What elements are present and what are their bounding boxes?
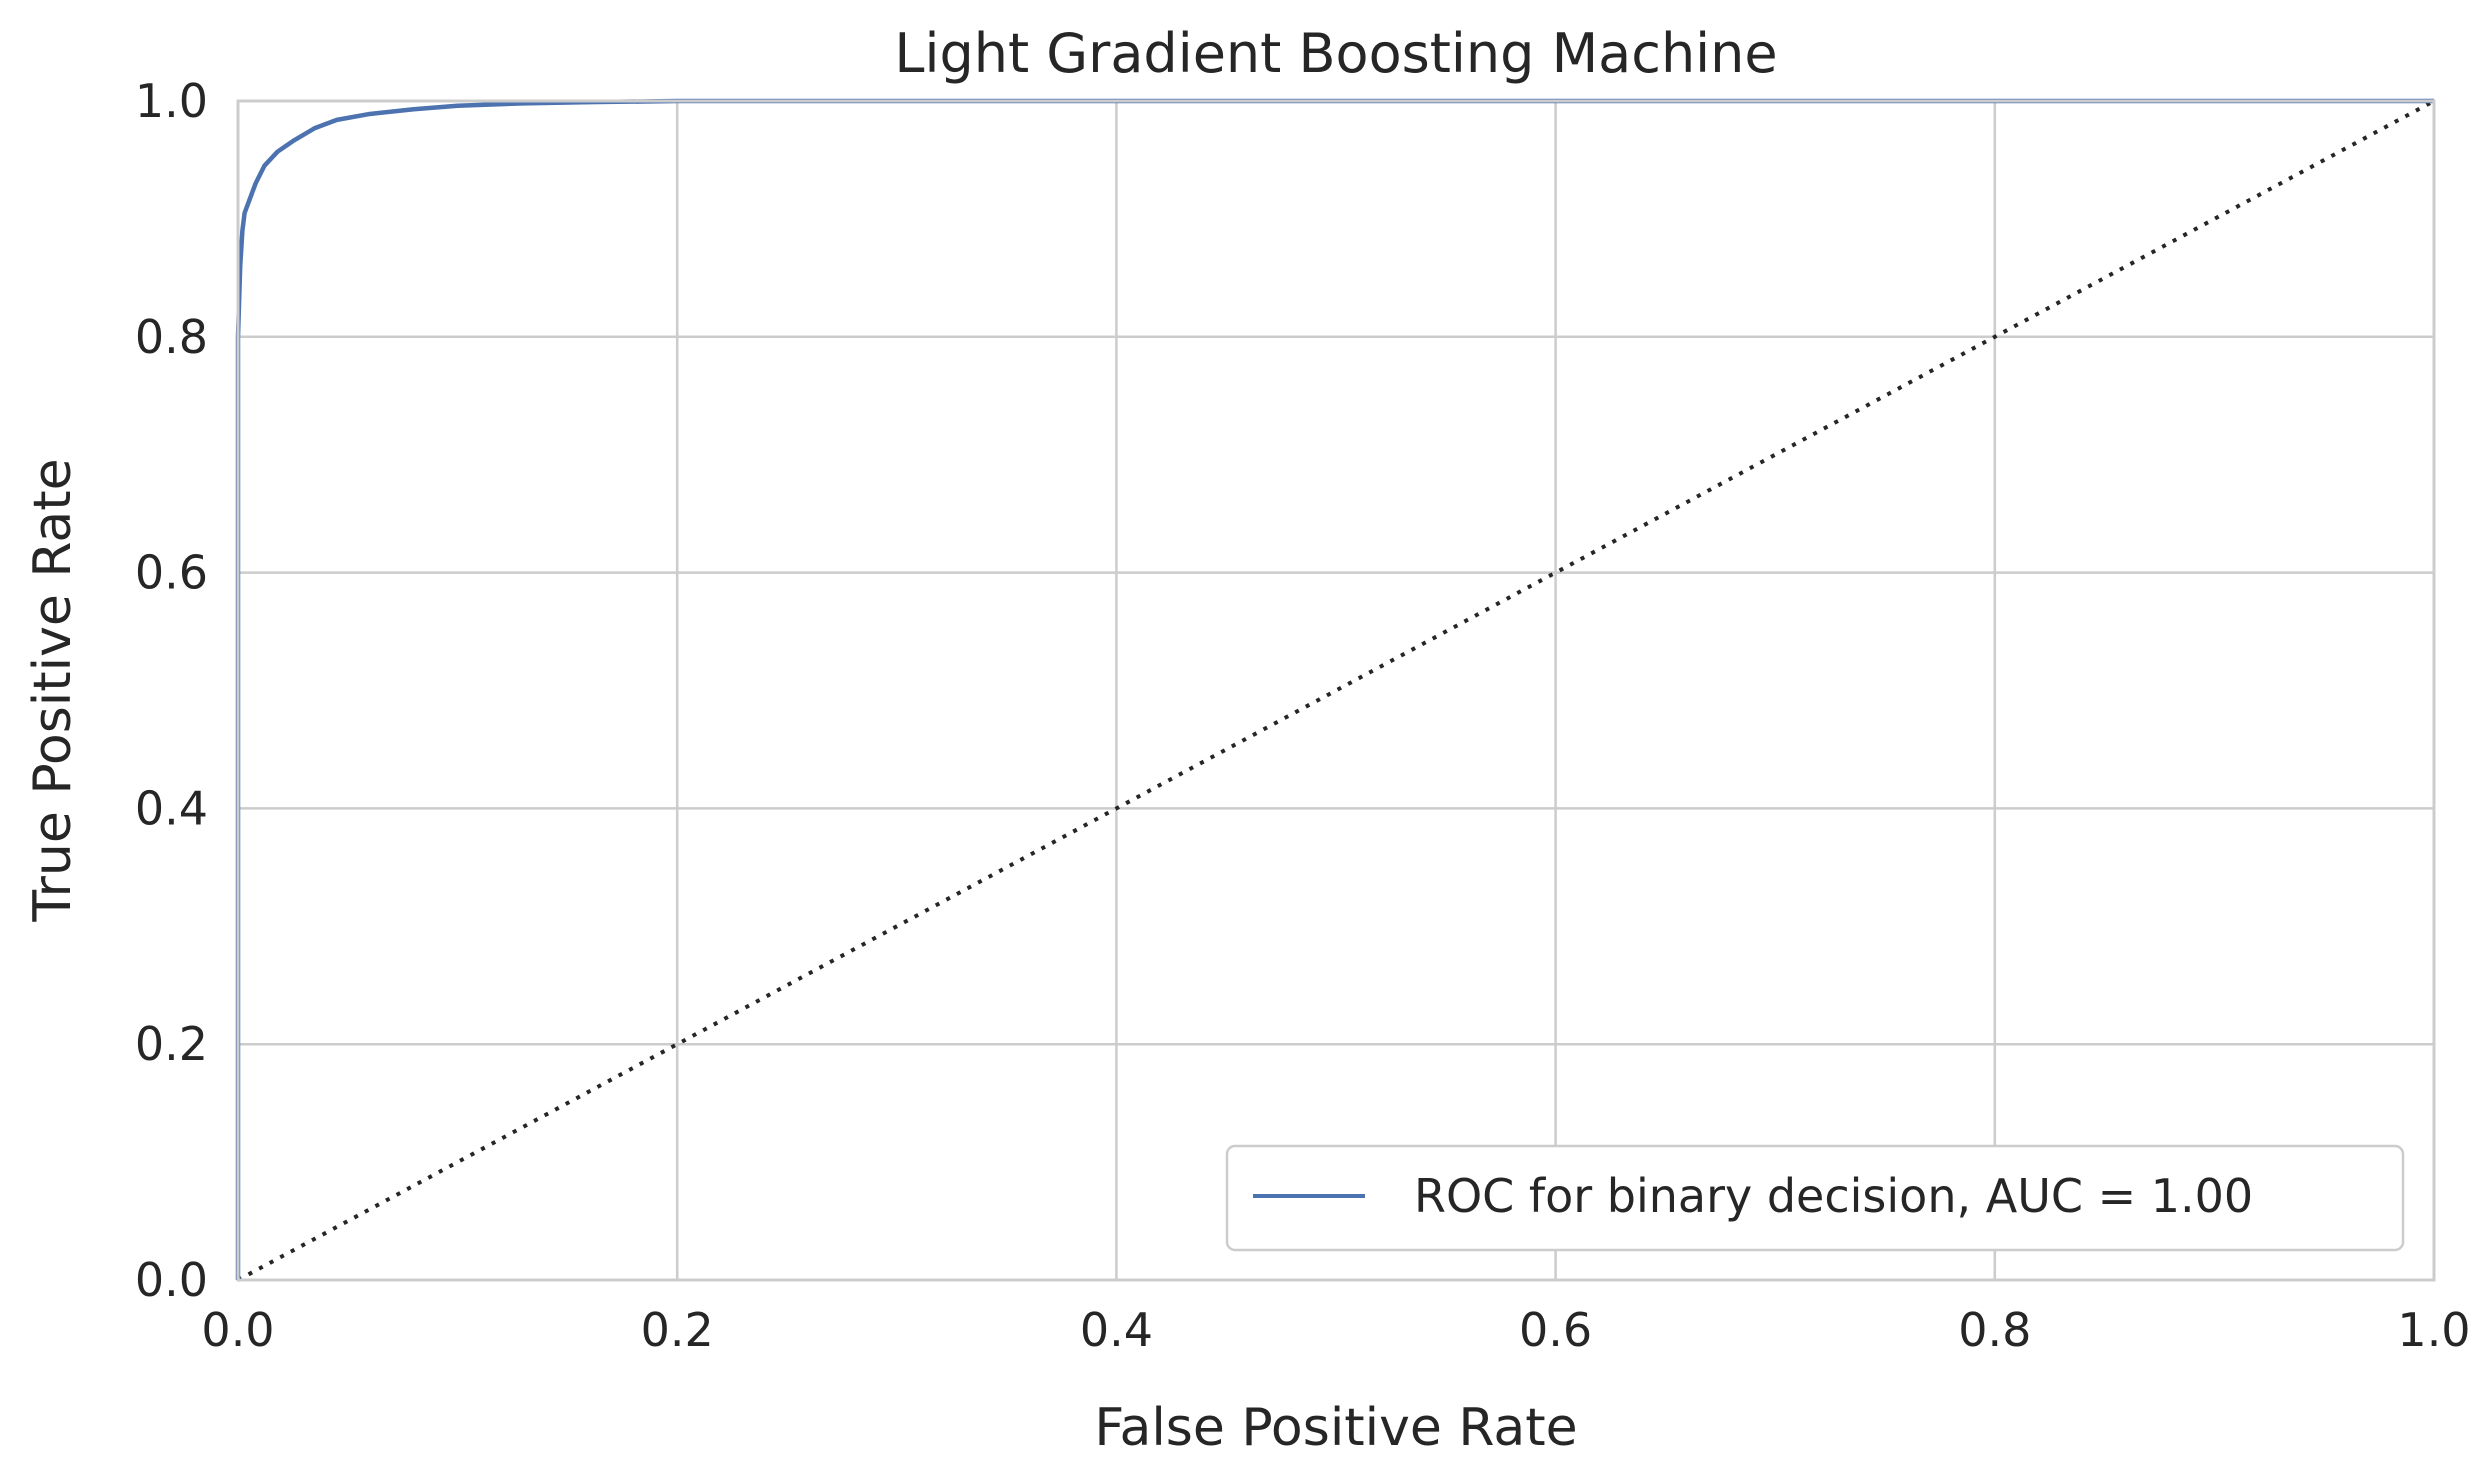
y-tick-label: 0.2: [135, 1017, 208, 1071]
y-tick-label: 0.6: [135, 546, 208, 600]
x-axis-label: False Positive Rate: [1094, 1398, 1577, 1458]
x-tick-label: 1.0: [2397, 1303, 2470, 1357]
legend-label-roc: ROC for binary decision, AUC = 1.00: [1414, 1169, 2253, 1223]
y-tick-label: 0.8: [135, 310, 208, 364]
grid: [238, 101, 2434, 1280]
x-tick-label: 0.4: [1080, 1303, 1153, 1357]
y-axis-label: True Positive Rate: [23, 458, 83, 922]
y-tick-labels: 0.0 0.2 0.4 0.6 0.8 1.0: [135, 74, 208, 1307]
legend: ROC for binary decision, AUC = 1.00: [1225, 1144, 2405, 1252]
x-tick-label: 0.0: [201, 1303, 274, 1357]
y-tick-label: 1.0: [135, 74, 208, 128]
chart-title: Light Gradient Boosting Machine: [894, 22, 1777, 85]
y-tick-label: 0.0: [135, 1253, 208, 1307]
legend-box: [1225, 1144, 2405, 1252]
x-tick-label: 0.2: [641, 1303, 714, 1357]
x-tick-label: 0.6: [1519, 1303, 1592, 1357]
x-tick-label: 0.8: [1958, 1303, 2031, 1357]
plot-area-frame: [236, 99, 2436, 1282]
series-lines: [235, 98, 2434, 1280]
reference-diagonal-line: [237, 99, 2435, 1282]
reference-diagonal: [237, 99, 2435, 1282]
y-tick-label: 0.4: [135, 781, 208, 835]
roc-curve-line: [235, 98, 2434, 1280]
x-tick-labels: 0.0 0.2 0.4 0.6 0.8 1.0: [201, 1303, 2470, 1357]
